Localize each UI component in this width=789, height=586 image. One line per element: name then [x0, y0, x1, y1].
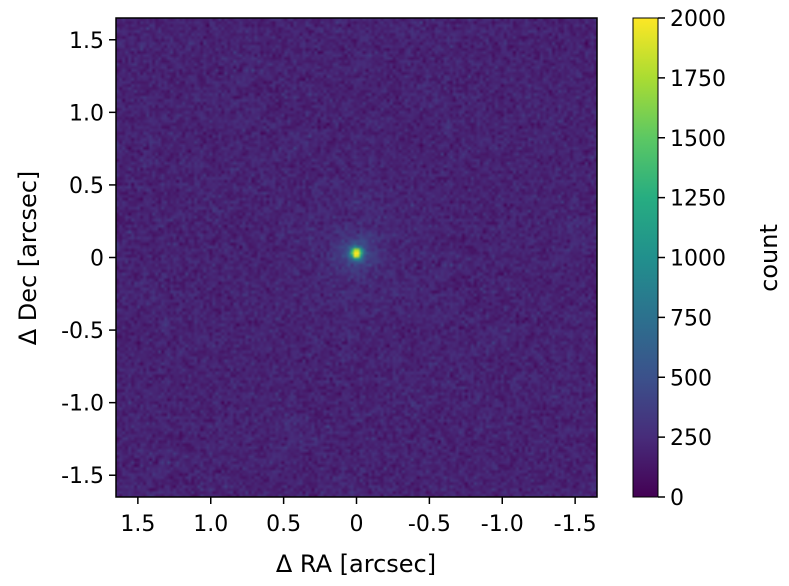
y-tick-label: 0.5: [69, 174, 104, 199]
heatmap-image: [116, 18, 597, 497]
colorbar-tick-label: 1750: [670, 67, 726, 92]
x-tick-label: -0.5: [408, 512, 451, 537]
colorbar-tick-label: 750: [670, 306, 712, 331]
colorbar-axis: 0 250 500 750 1000 1250 1500 1750 2000: [658, 7, 726, 511]
colorbar-tick-label: 1000: [670, 247, 726, 272]
x-tick-label: 1.5: [120, 512, 155, 537]
colorbar-tick-label: 2000: [670, 7, 726, 32]
y-axis-title: Δ Dec [arcsec]: [14, 171, 42, 346]
colorbar: [632, 17, 659, 498]
y-tick-label: -1.5: [61, 464, 104, 489]
colorbar-tick-label: 1500: [670, 127, 726, 152]
x-tick-label: -1.0: [481, 512, 524, 537]
y-tick-label: 1.5: [69, 29, 104, 54]
x-tick-label: 1.0: [193, 512, 228, 537]
colorbar-title: count: [755, 224, 783, 292]
y-axis: 1.5 1.0 0.5 0 -0.5 -1.0 -1.5: [61, 29, 116, 489]
y-tick-label: 1.0: [69, 101, 104, 126]
y-tick-label: 0: [90, 247, 104, 272]
colorbar-tick-label: 0: [670, 486, 684, 511]
x-axis-title: Δ RA [arcsec]: [276, 550, 436, 578]
x-tick-label: 0: [350, 512, 364, 537]
colorbar-tick-label: 250: [670, 426, 712, 451]
y-tick-label: -0.5: [61, 319, 104, 344]
x-axis: 1.5 1.0 0.5 0 -0.5 -1.0 -1.5: [120, 497, 597, 537]
y-tick-label: -1.0: [61, 392, 104, 417]
x-tick-label: -1.5: [554, 512, 597, 537]
x-tick-label: 0.5: [266, 512, 301, 537]
colorbar-tick-label: 500: [670, 366, 712, 391]
colorbar-tick-label: 1250: [670, 187, 726, 212]
